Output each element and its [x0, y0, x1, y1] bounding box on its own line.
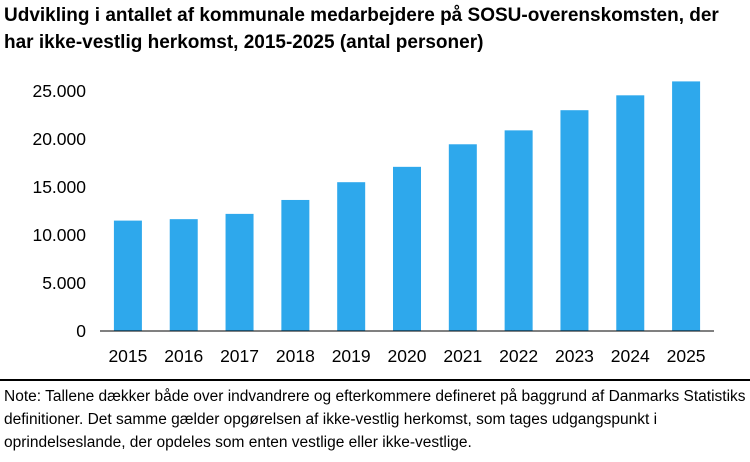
bar-2021 — [448, 144, 477, 331]
bar-2022 — [504, 130, 533, 331]
y-axis-ticks: 0 5.000 10.000 15.000 20.000 25.000 — [32, 81, 86, 341]
y-tick-label: 0 — [76, 321, 86, 341]
x-axis-ticks: 2015 2016 2017 2018 2019 2020 2021 2022 2023 2024… — [108, 346, 705, 366]
x-tick-label: 2021 — [443, 346, 482, 366]
x-tick-label: 2020 — [388, 346, 427, 366]
bar-2020 — [393, 166, 421, 331]
x-tick-label: 2018 — [276, 346, 315, 366]
bar-2023 — [560, 110, 589, 331]
y-tick-label: 10.000 — [32, 225, 86, 245]
x-tick-label: 2016 — [164, 346, 203, 366]
y-tick-label: 15.000 — [32, 177, 86, 197]
x-tick-label: 2017 — [220, 346, 259, 366]
y-tick-label: 20.000 — [32, 129, 86, 149]
x-tick-label: 2024 — [611, 346, 650, 366]
x-tick-label: 2025 — [667, 346, 706, 366]
x-tick-label: 2019 — [332, 346, 371, 366]
x-tick-label: 2023 — [555, 346, 594, 366]
bar-2025 — [672, 81, 701, 332]
bar-2019 — [337, 182, 366, 331]
chart-note: Note: Tallene dækker både over indvandre… — [4, 388, 746, 451]
y-tick-label: 5.000 — [42, 273, 86, 293]
bar-2024 — [616, 95, 645, 331]
bars — [113, 81, 701, 332]
note-divider — [0, 379, 750, 381]
x-tick-label: 2022 — [499, 346, 538, 366]
y-tick-label: 25.000 — [32, 81, 86, 101]
chart-title: Udvikling i antallet af kommunale medarb… — [4, 5, 719, 53]
bar-2018 — [281, 199, 310, 331]
bar-2015 — [113, 220, 142, 331]
bar-2017 — [225, 213, 254, 331]
x-tick-label: 2015 — [108, 346, 147, 366]
bar-2016 — [169, 219, 198, 331]
